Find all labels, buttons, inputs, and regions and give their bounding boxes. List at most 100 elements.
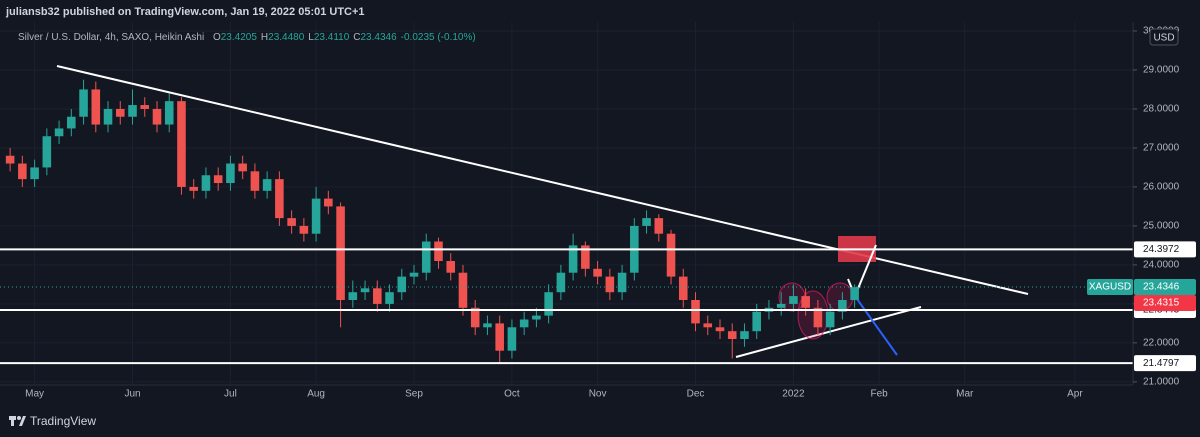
logo-mark — [11, 416, 14, 426]
candle-body — [752, 311, 761, 332]
candle-body — [397, 276, 407, 293]
x-tick-label: Feb — [870, 389, 888, 400]
candle-body — [275, 179, 284, 219]
y-tick-label: 25.0000 — [1143, 221, 1180, 232]
axes: 21.000022.000023.000024.000025.000026.00… — [25, 26, 1196, 400]
y-tick-label: 21.0000 — [1143, 377, 1180, 388]
bid-price-box — [1134, 294, 1196, 311]
last-price-label: 23.4346 — [1143, 282, 1180, 293]
x-tick-label: Sep — [405, 389, 423, 400]
x-tick-label: Oct — [504, 389, 520, 400]
candle-body — [336, 206, 345, 301]
candle-body — [434, 241, 443, 262]
candle-body — [299, 225, 309, 234]
symbol-box — [1087, 278, 1133, 295]
level-label: 24.3972 — [1143, 244, 1180, 255]
candle-body — [789, 296, 798, 304]
candle-body — [544, 292, 553, 316]
y-tick-label: 29.0000 — [1143, 65, 1180, 76]
logo-mark — [19, 416, 26, 426]
candle-body — [421, 241, 431, 273]
legend-value: 23.4346 — [361, 32, 398, 43]
candle-body — [483, 323, 492, 328]
level-label-box — [1134, 241, 1196, 258]
x-tick-label: Nov — [589, 389, 607, 400]
y-tick-label: 28.0000 — [1143, 104, 1180, 115]
candle-body — [593, 268, 602, 277]
y-tick-label: 22.0000 — [1143, 338, 1180, 349]
candle-body — [324, 198, 333, 207]
logo-mark — [17, 416, 21, 420]
legend-label: H — [261, 32, 268, 43]
x-tick-label: 2022 — [782, 389, 805, 400]
candle-body — [5, 155, 15, 164]
candle-body — [213, 175, 223, 184]
levels — [0, 248, 1133, 365]
candle-body — [715, 327, 725, 332]
symbol-label: XAGUSD — [1089, 282, 1131, 293]
brand: TradingView — [30, 414, 96, 428]
candle-body — [238, 163, 247, 172]
candle-body — [409, 272, 419, 277]
candle-body — [532, 315, 541, 320]
logo — [9, 416, 26, 426]
candle-body — [201, 175, 211, 191]
candle-body — [385, 292, 394, 304]
chart-title: Silver / U.S. Dollar, 4h, SAXO, Heikin A… — [18, 32, 204, 43]
candle-body — [678, 276, 688, 301]
candle-body — [152, 108, 162, 125]
candle-body — [18, 163, 27, 180]
candle-body — [373, 288, 382, 304]
candle-body — [838, 300, 847, 312]
candle-body — [79, 89, 88, 117]
currency[interactable]: USD — [1153, 33, 1174, 44]
y-tick-label: 26.0000 — [1143, 182, 1180, 193]
candle-body — [189, 186, 198, 191]
legend-value: 23.4110 — [314, 32, 350, 43]
candle-body — [128, 105, 137, 117]
candle-body — [140, 105, 150, 109]
candle-body — [226, 163, 235, 184]
x-tick-label: May — [25, 389, 44, 400]
candle-body — [177, 101, 186, 187]
candle-body — [740, 331, 749, 339]
alt-projection — [851, 291, 898, 356]
candle-body — [360, 288, 370, 293]
bid-price-label: 23.4315 — [1143, 298, 1180, 309]
candle-body — [91, 89, 101, 125]
x-tick-label: Mar — [956, 389, 974, 400]
candle-body — [42, 136, 52, 168]
candle-body — [727, 331, 737, 339]
x-tick-label: Dec — [687, 389, 705, 400]
candle-body — [54, 128, 64, 137]
candle-body — [250, 171, 260, 191]
candle-body — [825, 311, 835, 328]
legend-change: -0.0235 (-0.10%) — [401, 32, 476, 43]
candle-body — [164, 101, 174, 125]
candle-body — [103, 108, 113, 125]
legend-value: 23.4480 — [268, 32, 305, 43]
candle-body — [348, 292, 358, 301]
last-price-box — [1134, 278, 1196, 295]
candle-body — [776, 303, 786, 308]
legend-value: 23.4205 — [221, 32, 258, 43]
candle-body — [115, 108, 125, 117]
x-tick-label: Apr — [1067, 389, 1083, 400]
currency-button[interactable] — [1149, 28, 1179, 46]
candle-body — [67, 116, 76, 129]
top-bar — [0, 0, 1200, 22]
candle-body — [495, 323, 504, 351]
bottom-bar — [0, 405, 1200, 437]
candle-body — [642, 218, 651, 226]
legend-label: C — [353, 32, 360, 43]
candle-body — [801, 296, 810, 308]
y-tick-label: 27.0000 — [1143, 143, 1180, 154]
candle-body — [470, 307, 480, 328]
publisher: juliansb32 published on TradingView.com,… — [5, 6, 365, 18]
candle-body — [813, 307, 823, 328]
candle-body — [262, 179, 272, 191]
legend: Silver / U.S. Dollar, 4h, SAXO, Heikin A… — [18, 32, 476, 43]
